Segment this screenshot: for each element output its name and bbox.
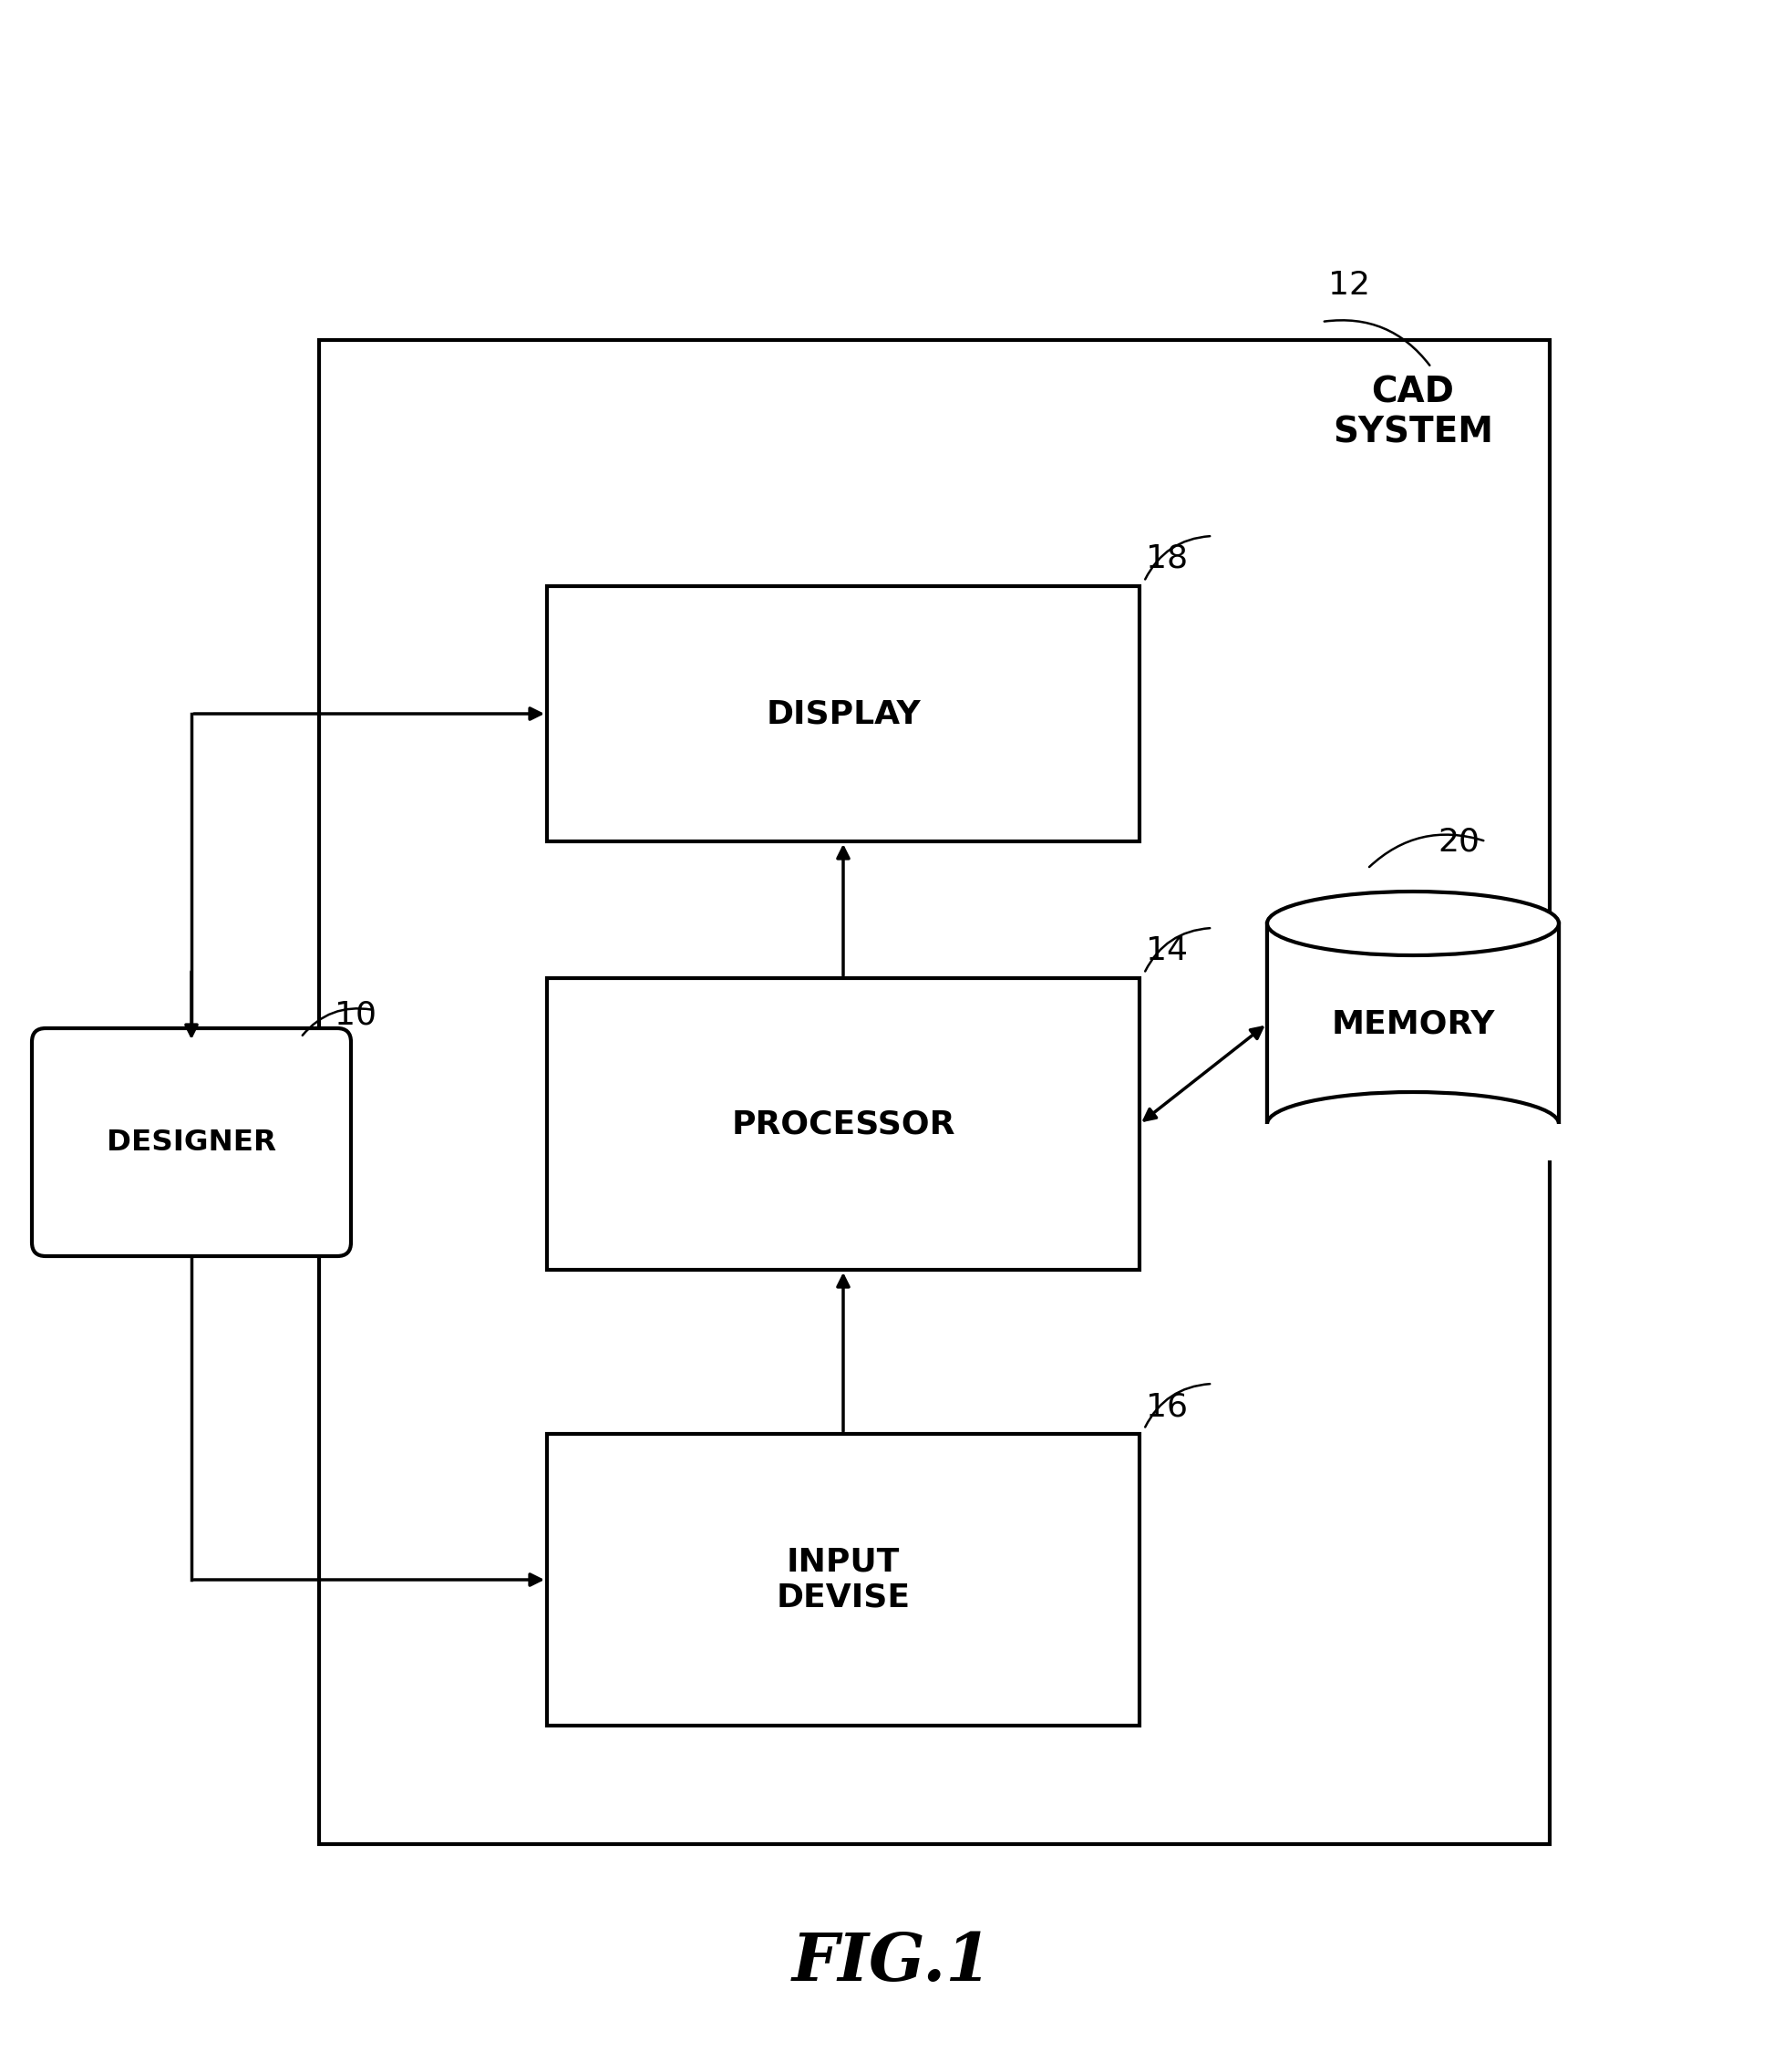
Text: 18: 18: [1145, 543, 1188, 574]
Text: PROCESSOR: PROCESSOR: [731, 1109, 954, 1140]
Text: FIG.1: FIG.1: [792, 1931, 992, 1995]
Text: 10: 10: [335, 999, 376, 1030]
Text: CAD
SYSTEM: CAD SYSTEM: [1333, 375, 1493, 450]
FancyBboxPatch shape: [32, 1028, 351, 1256]
Text: 12: 12: [1329, 269, 1370, 300]
Bar: [548, 978, 1140, 1270]
Text: MEMORY: MEMORY: [1331, 1009, 1495, 1040]
Text: DISPLAY: DISPLAY: [765, 698, 921, 729]
Text: 20: 20: [1438, 827, 1479, 858]
Bar: [548, 1434, 1140, 1726]
Text: 16: 16: [1145, 1390, 1188, 1421]
Text: DESIGNER: DESIGNER: [107, 1127, 277, 1156]
Bar: [548, 586, 1140, 841]
Text: 14: 14: [1145, 934, 1188, 966]
Bar: [1267, 924, 1559, 1123]
Bar: [1258, 1123, 1568, 1160]
Text: INPUT
DEVISE: INPUT DEVISE: [776, 1546, 910, 1614]
Ellipse shape: [1267, 1092, 1559, 1156]
Ellipse shape: [1267, 891, 1559, 955]
Bar: [319, 340, 1550, 1844]
